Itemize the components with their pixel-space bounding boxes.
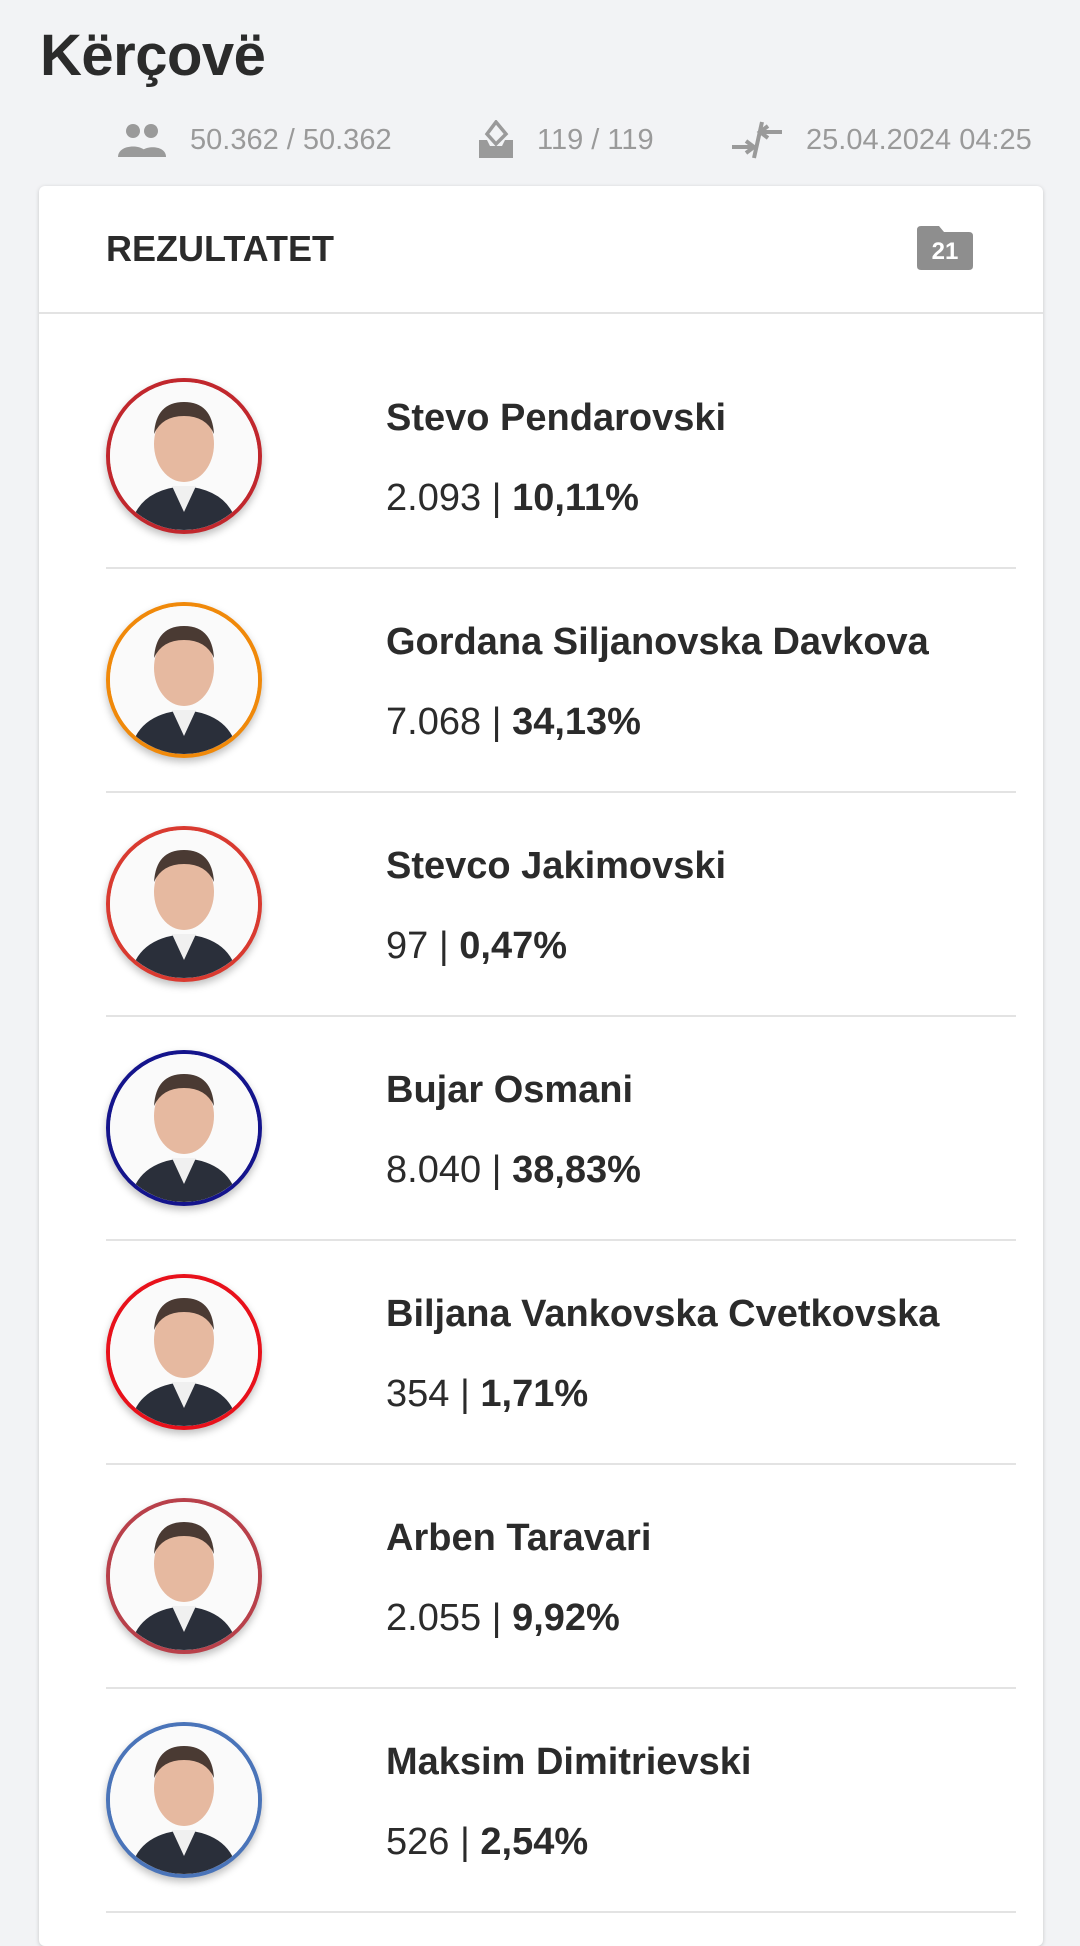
separator: | xyxy=(481,701,513,743)
ballot-box-icon xyxy=(479,120,513,158)
folder-count-badge[interactable]: 21 xyxy=(917,226,973,270)
person-photo-icon xyxy=(110,1278,258,1426)
vote-count: 354 xyxy=(386,1373,450,1415)
candidate-row[interactable]: Biljana Vankovska Cvetkovska 354 | 1,71% xyxy=(106,1241,1016,1465)
candidate-name: Biljana Vankovska Cvetkovska xyxy=(386,1293,940,1335)
separator: | xyxy=(481,1149,513,1191)
candidate-avatar xyxy=(106,1274,262,1430)
stations-stat: 119 / 119 xyxy=(477,118,654,162)
separator: | xyxy=(449,1821,481,1863)
compare-arrows-icon xyxy=(732,121,782,159)
person-photo-icon xyxy=(110,1502,258,1650)
separator: | xyxy=(481,477,513,519)
candidate-row[interactable]: Stevo Pendarovski 2.093 | 10,11% xyxy=(106,345,1016,569)
vote-count: 2.055 xyxy=(386,1597,482,1639)
vote-count: 8.040 xyxy=(386,1149,482,1191)
separator: | xyxy=(481,1597,513,1639)
person-photo-icon xyxy=(110,606,258,754)
vote-percent: 1,71% xyxy=(480,1373,589,1415)
vote-percent: 2,54% xyxy=(480,1821,589,1863)
folder-count: 21 xyxy=(931,238,959,265)
candidate-avatar xyxy=(106,1722,262,1878)
candidate-result: 354 | 1,71% xyxy=(386,1373,588,1416)
results-header: REZULTATET 21 xyxy=(39,186,1043,314)
person-photo-icon xyxy=(110,830,258,978)
folder-icon xyxy=(917,226,973,270)
candidate-row[interactable]: Stevco Jakimovski 97 | 0,47% xyxy=(106,793,1016,1017)
candidate-result: 8.040 | 38,83% xyxy=(386,1149,641,1192)
updated-timestamp: 25.04.2024 04:25 xyxy=(806,123,1032,156)
candidate-avatar xyxy=(106,826,262,982)
candidate-name: Gordana Siljanovska Davkova xyxy=(386,621,929,663)
candidate-row[interactable]: Maksim Dimitrievski 526 | 2,54% xyxy=(106,1689,1016,1913)
person-photo-icon xyxy=(110,382,258,530)
candidate-row[interactable]: Bujar Osmani 8.040 | 38,83% xyxy=(106,1017,1016,1241)
vote-percent: 9,92% xyxy=(512,1597,620,1639)
candidate-result: 7.068 | 34,13% xyxy=(386,701,641,744)
results-card: REZULTATET 21 Stevo Pendarovski 2.093 | 1… xyxy=(39,186,1043,1946)
candidate-avatar xyxy=(106,378,262,534)
vote-count: 97 xyxy=(386,925,429,967)
vote-count: 526 xyxy=(386,1821,450,1863)
candidate-name: Arben Taravari xyxy=(386,1517,652,1559)
vote-percent: 34,13% xyxy=(512,701,641,743)
vote-count: 7.068 xyxy=(386,701,482,743)
candidate-result: 2.093 | 10,11% xyxy=(386,477,639,520)
candidate-result: 2.055 | 9,92% xyxy=(386,1597,620,1640)
candidate-avatar xyxy=(106,1498,262,1654)
candidate-name: Maksim Dimitrievski xyxy=(386,1741,752,1783)
vote-percent: 38,83% xyxy=(512,1149,641,1191)
separator: | xyxy=(449,1373,481,1415)
updated-stat: 25.04.2024 04:25 xyxy=(730,118,1032,162)
candidate-row[interactable]: Arben Taravari 2.055 | 9,92% xyxy=(106,1465,1016,1689)
page-title: Kërçovë xyxy=(40,23,266,88)
vote-count: 2.093 xyxy=(386,477,482,519)
candidate-avatar xyxy=(106,1050,262,1206)
candidate-row[interactable]: Gordana Siljanovska Davkova 7.068 | 34,13… xyxy=(106,569,1016,793)
voters-stat: 50.362 / 50.362 xyxy=(116,118,392,162)
vote-percent: 0,47% xyxy=(459,925,568,967)
candidate-avatar xyxy=(106,602,262,758)
candidate-result: 97 | 0,47% xyxy=(386,925,567,968)
results-title: REZULTATET xyxy=(106,228,334,269)
person-photo-icon xyxy=(110,1726,258,1874)
voters-count: 50.362 / 50.362 xyxy=(190,123,392,156)
candidate-list: Stevo Pendarovski 2.093 | 10,11% Gordana S… xyxy=(106,345,1016,1913)
separator: | xyxy=(428,925,460,967)
stations-count: 119 / 119 xyxy=(537,123,654,156)
candidate-name: Bujar Osmani xyxy=(386,1069,634,1111)
stats-bar: 50.362 / 50.362 119 / 119 25.04.2024 04:… xyxy=(0,118,1080,162)
vote-percent: 10,11% xyxy=(512,477,639,519)
candidate-result: 526 | 2,54% xyxy=(386,1821,588,1864)
person-photo-icon xyxy=(110,1054,258,1202)
candidate-name: Stevo Pendarovski xyxy=(386,397,727,439)
people-icon xyxy=(118,124,166,157)
candidate-name: Stevco Jakimovski xyxy=(386,845,727,887)
